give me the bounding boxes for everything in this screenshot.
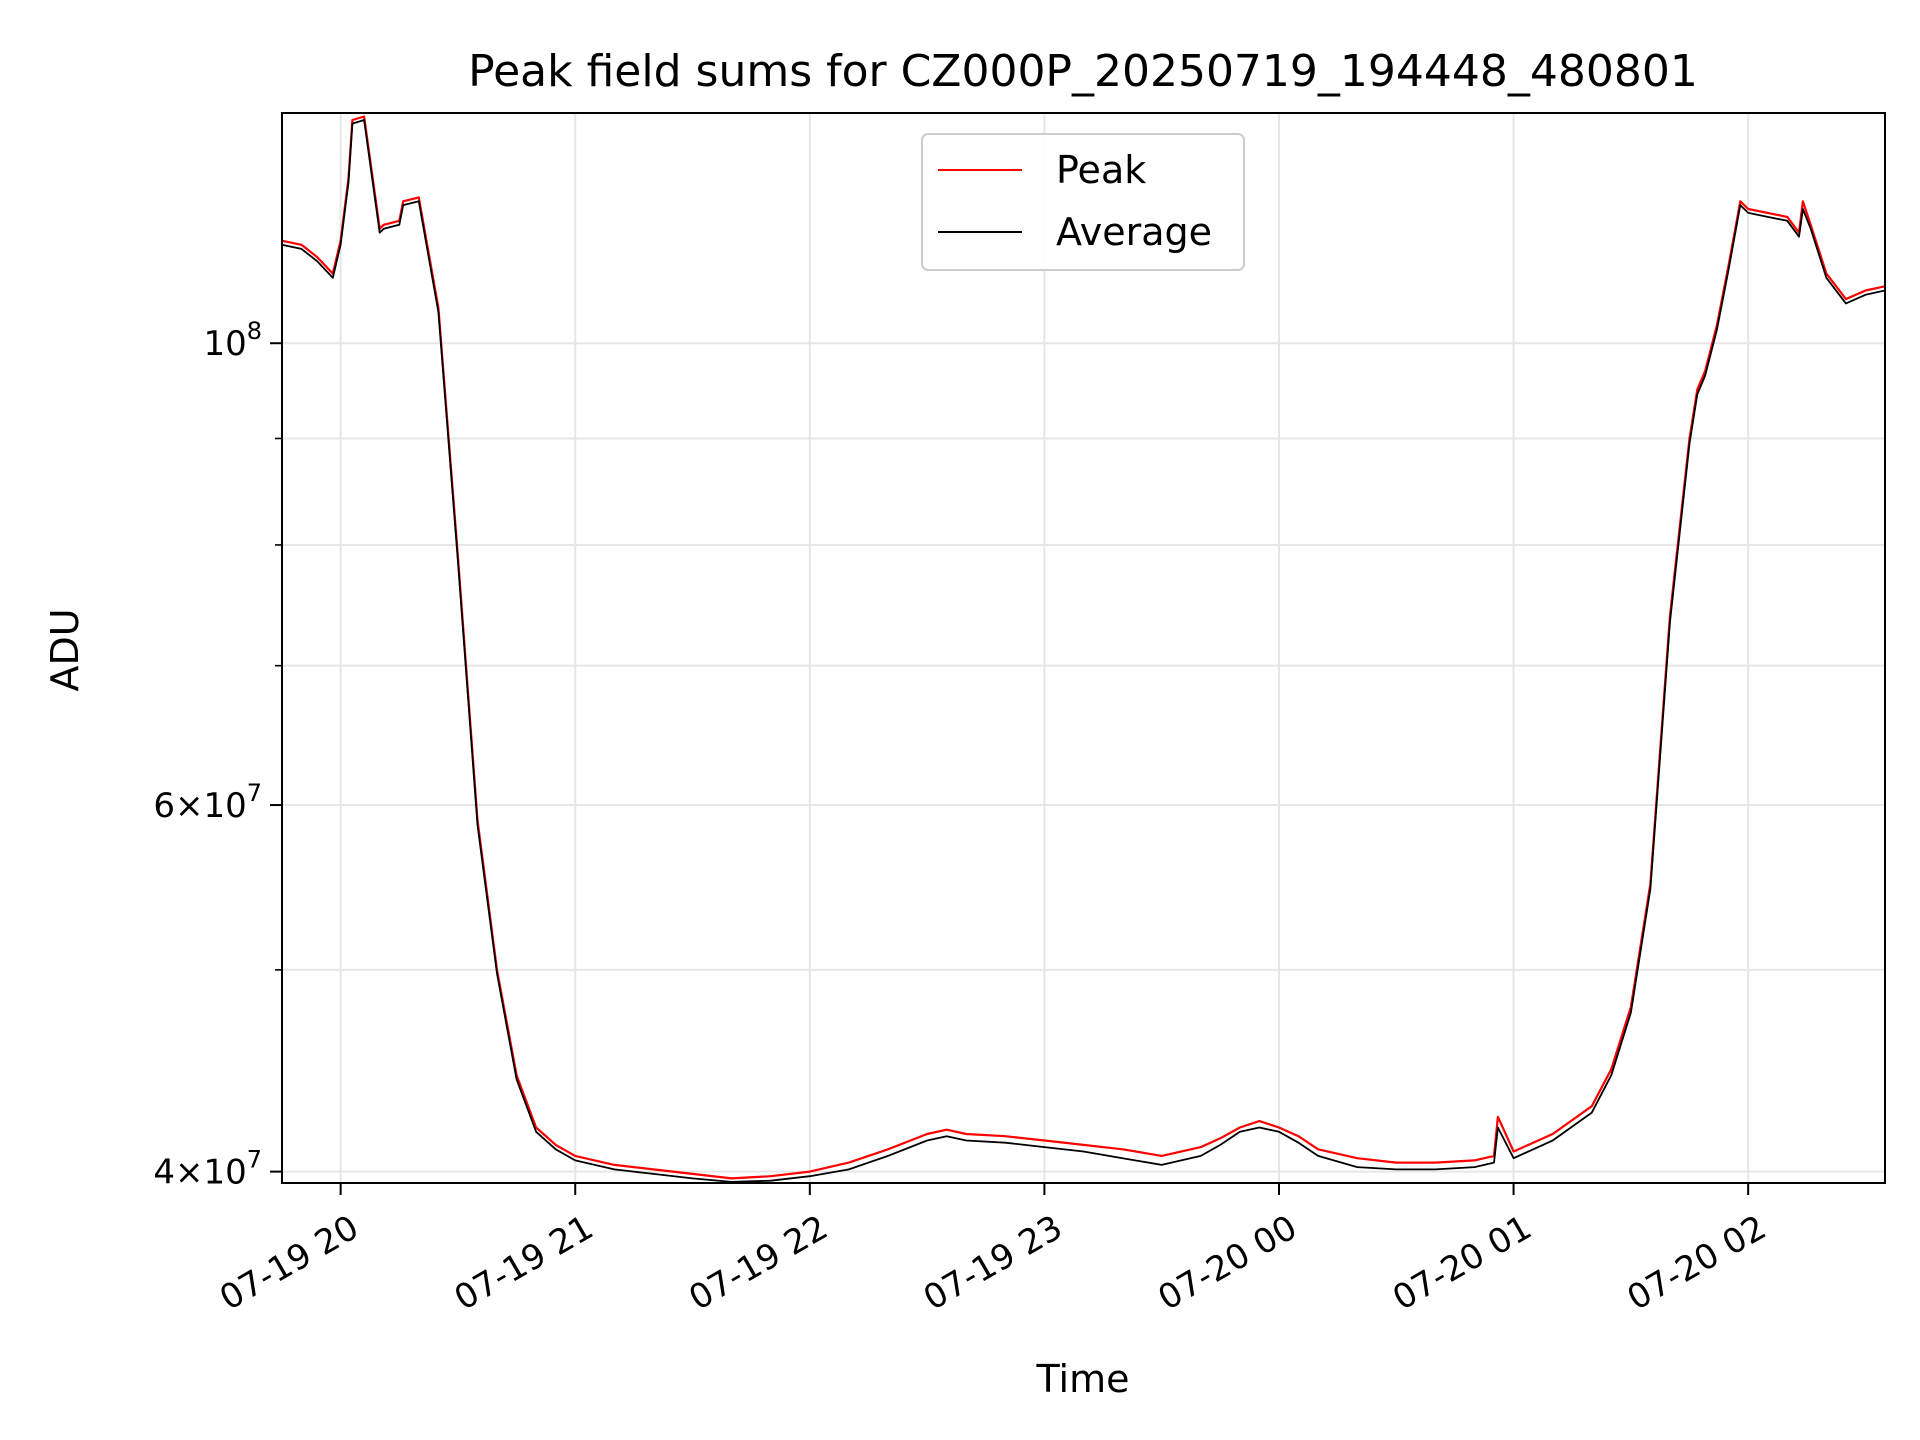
x-axis-label: Time — [1036, 1357, 1130, 1401]
legend: Peak Average — [921, 133, 1245, 271]
axes-frame — [281, 112, 1886, 1184]
legend-box — [921, 133, 1245, 271]
y-tick-label: 4×107 — [153, 1146, 262, 1193]
legend-label-average: Average — [1056, 210, 1212, 254]
legend-label-peak: Peak — [1056, 148, 1146, 192]
chart-title: Peak field sums for CZ000P_20250719_1944… — [468, 46, 1698, 97]
series-group — [282, 115, 1885, 1183]
y-axis-label: ADU — [43, 608, 87, 691]
y-tick-label: 108 — [203, 317, 262, 364]
series-line-average — [282, 119, 1885, 1183]
y-tick-label: 6×107 — [153, 779, 262, 826]
